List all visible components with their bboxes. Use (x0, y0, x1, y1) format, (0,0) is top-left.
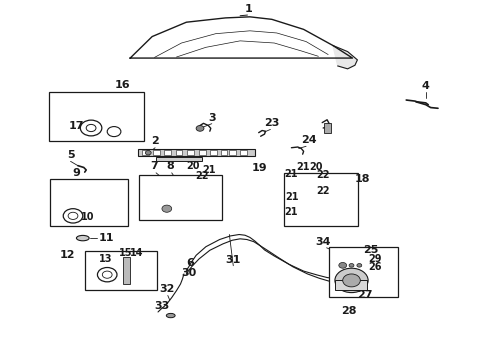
Bar (139, 175, 222, 220)
Text: 24: 24 (301, 135, 317, 145)
Polygon shape (130, 17, 352, 58)
Text: 27: 27 (357, 291, 373, 301)
Text: 4: 4 (422, 81, 430, 91)
Bar (123, 257, 130, 284)
Text: 14: 14 (130, 248, 144, 258)
Bar (199, 150, 206, 155)
Bar (164, 150, 171, 155)
Bar (329, 247, 398, 297)
Bar (85, 251, 157, 291)
Circle shape (339, 262, 346, 268)
Circle shape (146, 150, 151, 155)
Text: 30: 30 (182, 267, 197, 278)
Bar (138, 149, 255, 156)
Circle shape (349, 264, 354, 267)
Text: 9: 9 (73, 168, 80, 178)
Text: 11: 11 (98, 233, 114, 243)
Bar (187, 150, 194, 155)
Text: 28: 28 (341, 306, 356, 316)
Bar (156, 157, 202, 161)
Text: 15: 15 (119, 248, 132, 258)
Text: 22: 22 (317, 186, 330, 196)
Bar (175, 150, 182, 155)
Text: 21: 21 (285, 168, 298, 179)
Ellipse shape (76, 235, 89, 241)
Text: 25: 25 (363, 245, 378, 255)
Bar (240, 150, 247, 155)
Text: 6: 6 (186, 258, 194, 268)
Text: 16: 16 (115, 80, 131, 90)
Bar (324, 123, 331, 134)
Text: 18: 18 (355, 174, 370, 184)
Bar (49, 179, 128, 226)
Bar (49, 92, 144, 141)
Polygon shape (333, 45, 357, 69)
Text: 7: 7 (150, 161, 157, 171)
Text: 21: 21 (285, 192, 299, 202)
Text: 33: 33 (154, 301, 170, 311)
Text: 20: 20 (310, 162, 323, 172)
Bar (284, 173, 358, 226)
Text: 13: 13 (98, 253, 112, 264)
Text: 10: 10 (81, 212, 95, 222)
Text: 21: 21 (296, 162, 310, 172)
Text: 32: 32 (159, 284, 174, 294)
Text: 1: 1 (245, 4, 253, 14)
Bar (143, 150, 149, 155)
Text: 21: 21 (202, 165, 216, 175)
Bar (220, 150, 227, 155)
Circle shape (196, 126, 204, 131)
Text: 22: 22 (196, 171, 209, 181)
Bar (229, 150, 236, 155)
Text: 2: 2 (151, 136, 159, 146)
Text: 21: 21 (284, 207, 298, 217)
Bar (210, 150, 217, 155)
Text: 26: 26 (368, 262, 382, 272)
Text: 22: 22 (317, 170, 330, 180)
Text: 23: 23 (264, 118, 280, 129)
Ellipse shape (166, 314, 175, 318)
Text: 3: 3 (208, 113, 216, 123)
Circle shape (357, 264, 362, 267)
Bar (335, 280, 367, 291)
Text: 12: 12 (60, 250, 75, 260)
Circle shape (162, 205, 172, 212)
Text: 5: 5 (67, 150, 74, 160)
Text: 8: 8 (166, 161, 173, 171)
Text: 34: 34 (316, 237, 331, 247)
Text: 29: 29 (368, 254, 382, 264)
Circle shape (343, 274, 360, 287)
Text: 17: 17 (69, 121, 84, 131)
Text: 19: 19 (252, 163, 268, 173)
Circle shape (335, 268, 368, 293)
Text: 20: 20 (186, 161, 199, 171)
Bar (153, 150, 160, 155)
Text: 31: 31 (225, 255, 241, 265)
